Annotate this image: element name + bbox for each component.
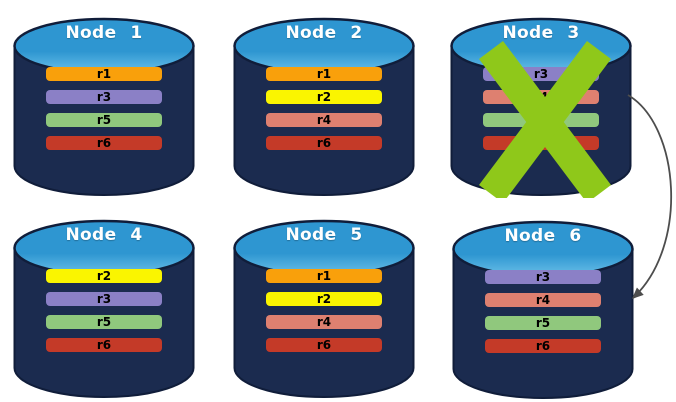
partition-bar: r3 xyxy=(46,90,162,104)
partition-bar: r3 xyxy=(46,292,162,306)
partition-bar: r2 xyxy=(266,292,382,306)
partition-list: r3 r4 r5 r6 xyxy=(483,67,599,150)
partition-bar: r5 xyxy=(46,315,162,329)
node-5: Node 5 r1 r2 r4 r6 xyxy=(233,212,415,400)
partition-list: r1 r2 r4 r6 xyxy=(266,269,382,352)
partition-bar: r1 xyxy=(46,67,162,81)
partition-label: r3 xyxy=(533,67,549,81)
partition-label: r1 xyxy=(316,269,332,283)
partition-bar: r6 xyxy=(46,338,162,352)
partition-label: r4 xyxy=(533,90,549,104)
partition-bar: r6 xyxy=(266,338,382,352)
partition-bar: r2 xyxy=(46,269,162,283)
node-1: Node 1 r1 r3 r5 r6 xyxy=(13,10,195,198)
partition-label: r4 xyxy=(316,315,332,329)
partition-bar: r5 xyxy=(485,316,601,330)
partition-label: r6 xyxy=(96,338,112,352)
partition-label: r5 xyxy=(535,316,551,330)
partition-bar: r4 xyxy=(483,90,599,104)
node-6: Node 6 r3 r4 r5 r6 xyxy=(452,213,634,401)
partition-bar: r1 xyxy=(266,269,382,283)
partition-list: r1 r2 r4 r6 xyxy=(266,67,382,150)
partition-bar: r2 xyxy=(266,90,382,104)
partition-label: r6 xyxy=(316,136,332,150)
partition-bar: r6 xyxy=(483,136,599,150)
partition-label: r5 xyxy=(96,315,112,329)
partition-label: r2 xyxy=(316,292,332,306)
partition-bar: r4 xyxy=(266,315,382,329)
partition-label: r1 xyxy=(96,67,112,81)
partition-bar: r4 xyxy=(266,113,382,127)
partition-bar: r4 xyxy=(485,293,601,307)
partition-bar: r3 xyxy=(485,270,601,284)
partition-label: r3 xyxy=(96,292,112,306)
node-title: Node 3 xyxy=(502,23,580,43)
node-3: Node 3 r3 r4 r5 r6 xyxy=(450,10,632,198)
partition-label: r4 xyxy=(316,113,332,127)
partition-list: r2 r3 r5 r6 xyxy=(46,269,162,352)
partition-label: r3 xyxy=(96,90,112,104)
partition-label: r5 xyxy=(96,113,112,127)
partition-bar: r5 xyxy=(483,113,599,127)
node-title: Node 1 xyxy=(65,23,143,43)
partition-label: r6 xyxy=(535,339,551,353)
partition-bar: r1 xyxy=(266,67,382,81)
partition-label: r4 xyxy=(535,293,551,307)
partition-list: r1 r3 r5 r6 xyxy=(46,67,162,150)
partition-bar: r5 xyxy=(46,113,162,127)
partition-label: r6 xyxy=(316,338,332,352)
partition-bar: r3 xyxy=(483,67,599,81)
node-title: Node 6 xyxy=(504,226,582,246)
partition-label: r6 xyxy=(96,136,112,150)
node-2: Node 2 r1 r2 r4 r6 xyxy=(233,10,415,198)
partition-label: r6 xyxy=(533,136,549,150)
partition-label: r1 xyxy=(316,67,332,81)
node-4: Node 4 r2 r3 r5 r6 xyxy=(13,212,195,400)
partition-bar: r6 xyxy=(266,136,382,150)
partition-bar: r6 xyxy=(485,339,601,353)
partition-bar: r6 xyxy=(46,136,162,150)
partition-label: r2 xyxy=(96,269,112,283)
node-title: Node 4 xyxy=(65,225,143,245)
node-title: Node 2 xyxy=(285,23,363,43)
partition-label: r5 xyxy=(533,113,549,127)
partition-label: r2 xyxy=(316,90,332,104)
partition-label: r3 xyxy=(535,270,551,284)
partition-list: r3 r4 r5 r6 xyxy=(485,270,601,353)
node-title: Node 5 xyxy=(285,225,363,245)
